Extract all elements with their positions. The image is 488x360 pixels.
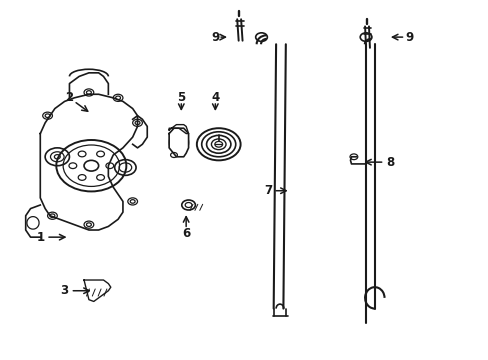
Polygon shape: [84, 280, 111, 301]
Polygon shape: [169, 128, 188, 157]
Text: 8: 8: [386, 156, 394, 168]
Text: 4: 4: [211, 91, 219, 104]
Text: 7: 7: [264, 184, 272, 197]
Text: 9: 9: [405, 31, 413, 44]
Text: 3: 3: [61, 284, 68, 297]
Text: 6: 6: [182, 227, 190, 240]
Text: 5: 5: [177, 91, 185, 104]
Text: 2: 2: [65, 91, 73, 104]
Text: 1: 1: [36, 231, 44, 244]
Text: 9: 9: [211, 31, 219, 44]
